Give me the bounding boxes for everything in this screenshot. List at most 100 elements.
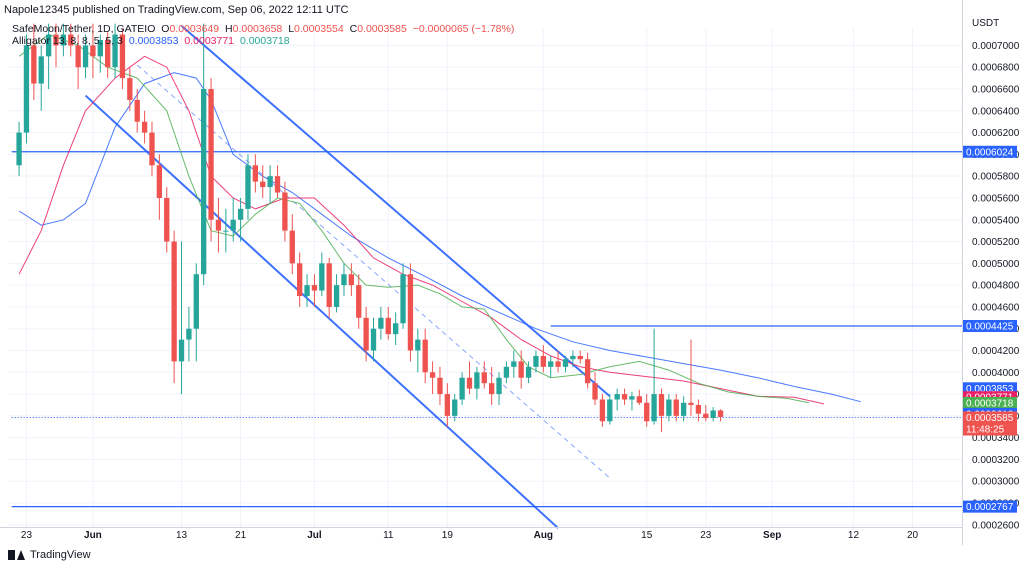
candle-body	[23, 45, 30, 133]
alligator-teeth-line	[18, 55, 825, 405]
y-tick-label: 0.0004800	[972, 281, 1020, 292]
candle-body	[119, 34, 126, 79]
candle-body	[112, 34, 118, 68]
candle-body	[444, 394, 451, 416]
channel-lower	[84, 94, 559, 529]
candle	[548, 355, 554, 378]
candle	[105, 32, 111, 79]
candle-body	[31, 45, 37, 84]
candle-body	[555, 361, 561, 367]
candle-body	[688, 402, 694, 405]
candle-body	[392, 323, 399, 335]
y-tick-label: 0.0006400	[972, 106, 1020, 117]
candle-body	[341, 274, 347, 286]
candle-body	[53, 34, 59, 46]
candle	[717, 409, 724, 422]
grid	[8, 28, 962, 527]
candle	[518, 350, 524, 389]
candle	[274, 165, 281, 198]
candle	[584, 352, 591, 389]
candle-body	[481, 372, 487, 384]
candle	[297, 252, 303, 307]
candle	[311, 274, 318, 307]
candle	[607, 394, 613, 425]
y-axis-labels: 0.0007000 0.0006800 0.0006600 0.0006400 0.00…	[972, 41, 1020, 531]
price-label-text: 0.0006024	[966, 147, 1014, 158]
x-tick-label: Jun	[84, 530, 102, 541]
candle-body	[75, 45, 81, 68]
candle-body	[503, 366, 510, 378]
horizontal-levels	[11, 151, 962, 508]
candle	[282, 181, 288, 242]
candle-body	[356, 285, 362, 318]
candle	[53, 23, 59, 68]
x-tick-label: 12	[848, 530, 860, 541]
x-tick-label: Sep	[763, 530, 781, 541]
candle	[407, 263, 414, 362]
y-tick-label: 0.0006600	[972, 85, 1020, 96]
candle	[385, 306, 391, 340]
candle	[695, 399, 702, 422]
tradingview-branding[interactable]: TradingView	[8, 549, 91, 561]
candle	[23, 34, 30, 144]
symbol-title[interactable]: SafeMoon/Tether, 1D, GATEIO	[12, 23, 156, 35]
candle-body	[548, 361, 554, 367]
candle-body	[223, 230, 229, 232]
x-tick-label: 13	[176, 530, 188, 541]
ohlc-close: 0.0003585	[357, 23, 407, 35]
y-tick-label: 0.0004600	[972, 302, 1020, 313]
price-label-bg	[963, 500, 1017, 513]
candle	[141, 110, 148, 144]
y-tick-label: 0.0005800	[972, 172, 1020, 183]
candle-body	[319, 263, 325, 291]
tradingview-logo-icon	[8, 550, 26, 560]
indicator-teeth-value: 0.0003771	[184, 35, 235, 47]
candle	[614, 388, 620, 411]
candle-body	[237, 208, 244, 220]
candle	[452, 394, 458, 422]
publisher-line: Napole12345 published on TradingView.com…	[4, 4, 349, 16]
candle-body	[466, 377, 473, 389]
candle-body	[267, 176, 273, 188]
candle-body	[437, 377, 443, 395]
candle-body	[570, 355, 576, 360]
price-labels: 0.00060240.00044250.00038530.00037710.00…	[963, 145, 1017, 513]
candle-body	[533, 355, 539, 367]
candle	[90, 23, 96, 79]
candle-body	[193, 274, 199, 329]
candle-body	[695, 404, 702, 414]
candle	[31, 23, 37, 100]
candle-body	[429, 372, 436, 378]
candle-body	[274, 176, 281, 193]
x-tick-label: Aug	[534, 530, 553, 541]
candle	[666, 394, 672, 422]
candle	[378, 306, 384, 340]
y-tick-label: 0.0003200	[972, 455, 1020, 466]
axis-unit: USDT	[972, 18, 1000, 29]
price-label-text: 0.0003718	[966, 399, 1014, 410]
ohlc-high-label: H	[225, 23, 233, 35]
ohlc-low: 0.0003554	[294, 23, 344, 35]
candle-body	[488, 383, 495, 395]
candle-body	[45, 34, 52, 57]
candle	[348, 263, 355, 297]
candle-body	[518, 361, 524, 378]
candle	[97, 34, 103, 73]
y-tick-label: 0.0003400	[972, 433, 1020, 444]
y-tick-label: 0.0005600	[972, 193, 1020, 204]
candle-body	[629, 396, 635, 400]
candle-body	[105, 39, 111, 68]
candle	[119, 29, 126, 90]
price-label-bg	[963, 319, 1017, 332]
candle-body	[289, 230, 295, 264]
indicator-name[interactable]: Alligator 13, 8, 8, 5, 5, 3	[12, 35, 123, 47]
candle	[488, 366, 495, 405]
candle-body	[186, 328, 192, 340]
indicator-lips-value: 0.0003718	[239, 35, 290, 47]
candle-body	[614, 394, 620, 400]
candle-body	[326, 263, 332, 307]
candle	[156, 154, 163, 220]
